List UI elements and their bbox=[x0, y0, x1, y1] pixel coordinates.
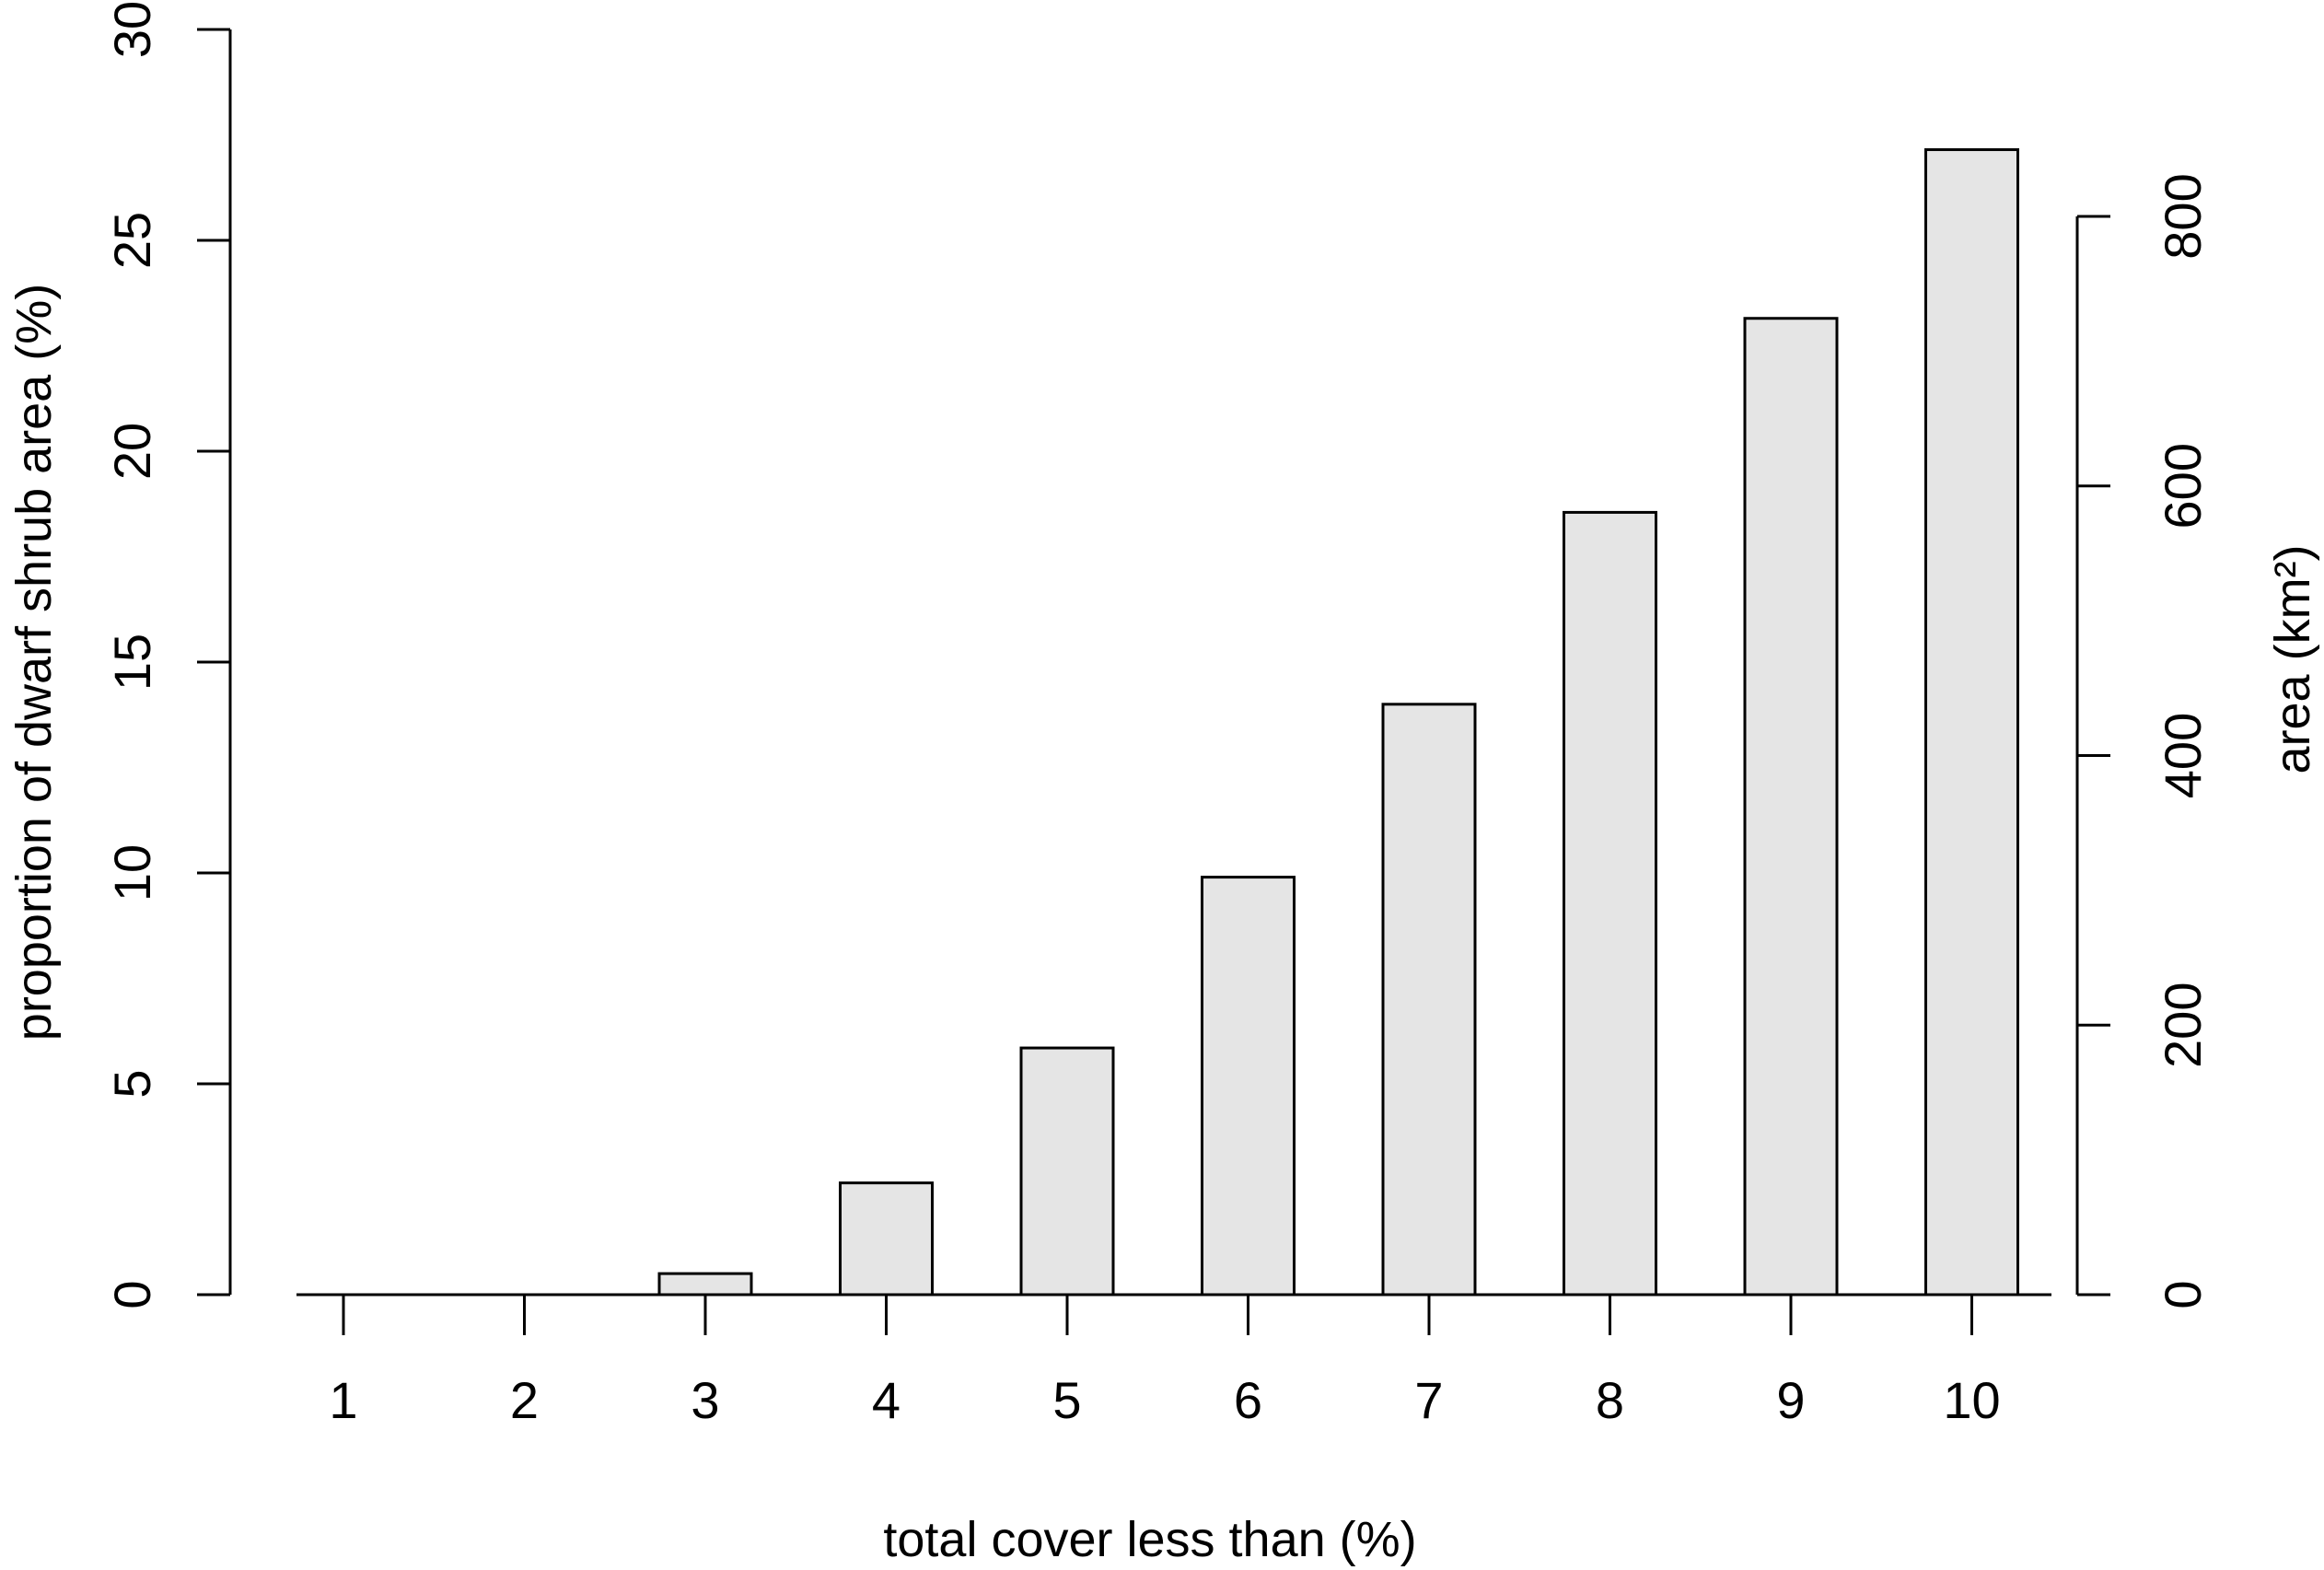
y-tick-label-20: 20 bbox=[103, 423, 161, 480]
x-axis-title: total cover less than (%) bbox=[883, 1512, 1416, 1567]
axes-layer bbox=[197, 28, 2110, 1335]
bar-5 bbox=[1019, 1046, 1115, 1297]
bar-4 bbox=[839, 1181, 934, 1297]
x-tick-label-5: 5 bbox=[1052, 1371, 1081, 1429]
x-tick-label-6: 6 bbox=[1234, 1371, 1262, 1429]
x-tick-label-7: 7 bbox=[1414, 1371, 1443, 1429]
x-tick-label-8: 8 bbox=[1596, 1371, 1624, 1429]
x-tick-label-4: 4 bbox=[872, 1371, 901, 1429]
bar-3 bbox=[657, 1272, 753, 1297]
y2-tick-label-200: 200 bbox=[2154, 983, 2212, 1068]
x-tick-label-10: 10 bbox=[1943, 1371, 2000, 1429]
y-tick-label-25: 25 bbox=[103, 212, 161, 269]
y-axis-title: proportion of dwarf shrub area (%) bbox=[6, 284, 62, 1041]
y-tick-label-30: 30 bbox=[103, 1, 161, 58]
y-tick-label-10: 10 bbox=[103, 844, 161, 901]
bar-10 bbox=[1924, 148, 2019, 1297]
bar-8 bbox=[1563, 510, 1657, 1297]
y2-tick-label-400: 400 bbox=[2154, 713, 2212, 798]
y-tick-label-0: 0 bbox=[103, 1280, 161, 1308]
x-tick-label-3: 3 bbox=[691, 1371, 719, 1429]
x-tick-label-2: 2 bbox=[510, 1371, 539, 1429]
x-tick-label-1: 1 bbox=[329, 1371, 357, 1429]
y2-tick-label-600: 600 bbox=[2154, 443, 2212, 529]
bar-9 bbox=[1743, 317, 1839, 1297]
y-tick-label-15: 15 bbox=[103, 634, 161, 691]
y2-tick-label-0: 0 bbox=[2154, 1280, 2212, 1308]
bar-6 bbox=[1201, 876, 1296, 1297]
bar-7 bbox=[1381, 703, 1477, 1297]
y2-axis-title: area (km²) bbox=[2265, 544, 2320, 773]
y-tick-label-5: 5 bbox=[103, 1069, 161, 1098]
bars-layer bbox=[657, 148, 2019, 1297]
labels-layer: 1 2 3 4 5 6 7 8 9 10 0 5 10 15 20 25 30 0 200 400 600 800 tota… bbox=[6, 1, 2320, 1567]
x-tick-label-9: 9 bbox=[1776, 1371, 1805, 1429]
y2-tick-label-800: 800 bbox=[2154, 173, 2212, 259]
